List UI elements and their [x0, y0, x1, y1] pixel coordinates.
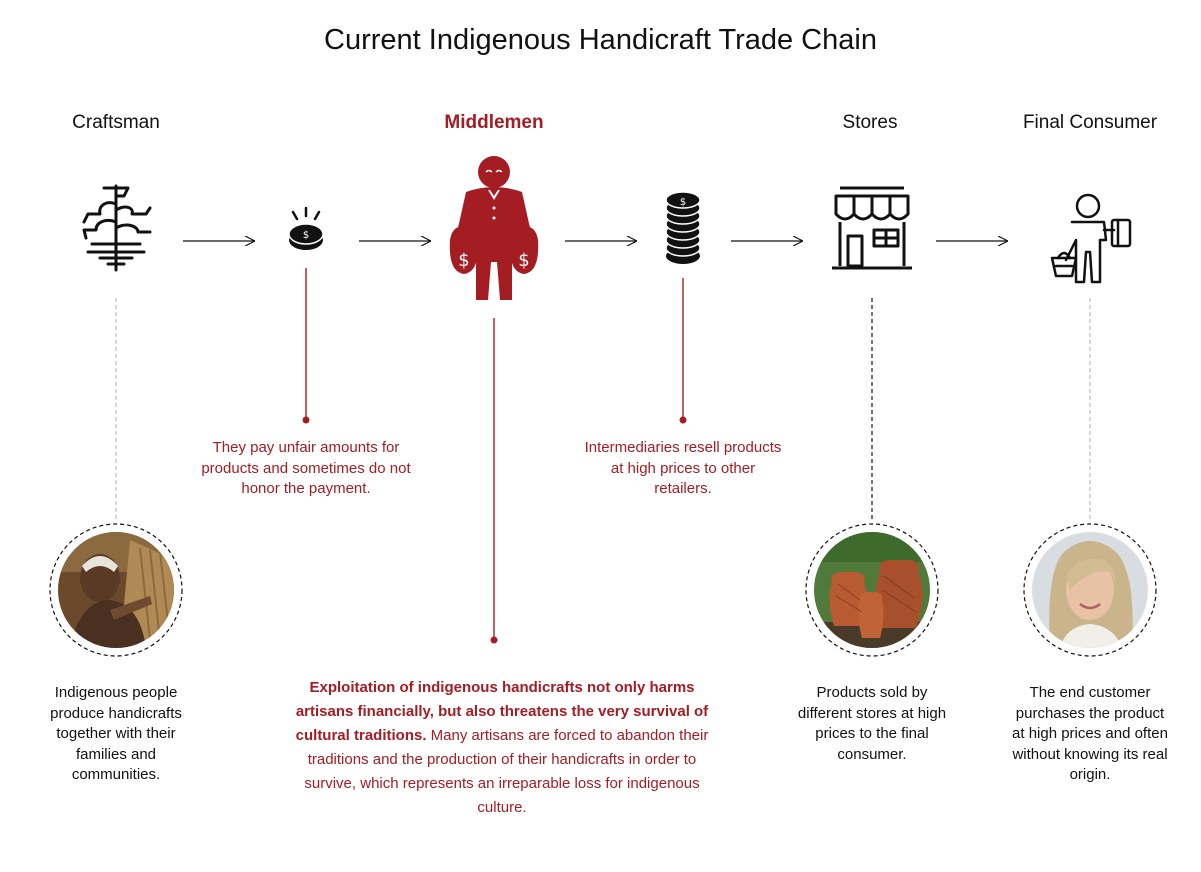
coin-stack-icon: $ — [665, 191, 701, 264]
coin-icon: $ — [288, 206, 324, 250]
svg-text:$: $ — [303, 230, 309, 241]
shopper-with-basket-icon — [1050, 193, 1132, 284]
stage-label-consumer: Final Consumer — [1022, 112, 1158, 133]
photo-ring-craftsman — [49, 523, 183, 657]
photo-ring-consumer — [1023, 523, 1157, 657]
stage-label-craftsman: Craftsman — [72, 112, 160, 133]
description-consumer: The end customer purchases the product a… — [1012, 684, 1168, 783]
consumer-photo — [1032, 532, 1148, 648]
pottery-photo — [814, 532, 930, 648]
svg-text:$: $ — [518, 250, 529, 271]
exploitation-paragraph: Exploitation of indigenous handicrafts n… — [282, 676, 722, 820]
storefront-icon — [832, 186, 912, 270]
exploitation-detail: Many artisans are forced to abandon thei… — [304, 727, 709, 816]
description-stores: Products sold by different stores at hig… — [797, 684, 947, 763]
middleman-with-money-bags-icon: $ $ — [449, 156, 539, 300]
note-unfair-payment: They pay unfair amounts for products and… — [201, 439, 411, 497]
svg-text:$: $ — [680, 197, 686, 208]
loom-icon — [82, 184, 152, 272]
diagram-title: Current Indigenous Handicraft Trade Chai… — [324, 24, 877, 56]
stage-label-middlemen: Middlemen — [444, 112, 544, 133]
note-resell: Intermediaries resell products at high p… — [584, 439, 782, 497]
svg-text:$: $ — [458, 250, 469, 271]
photo-ring-stores — [805, 523, 939, 657]
exploitation-emphasis: Exploitation of indigenous handicrafts n… — [295, 679, 709, 744]
artisan-photo — [58, 532, 174, 648]
stage-label-stores: Stores — [842, 112, 898, 133]
description-craftsman: Indigenous people produce handicrafts to… — [50, 684, 182, 783]
